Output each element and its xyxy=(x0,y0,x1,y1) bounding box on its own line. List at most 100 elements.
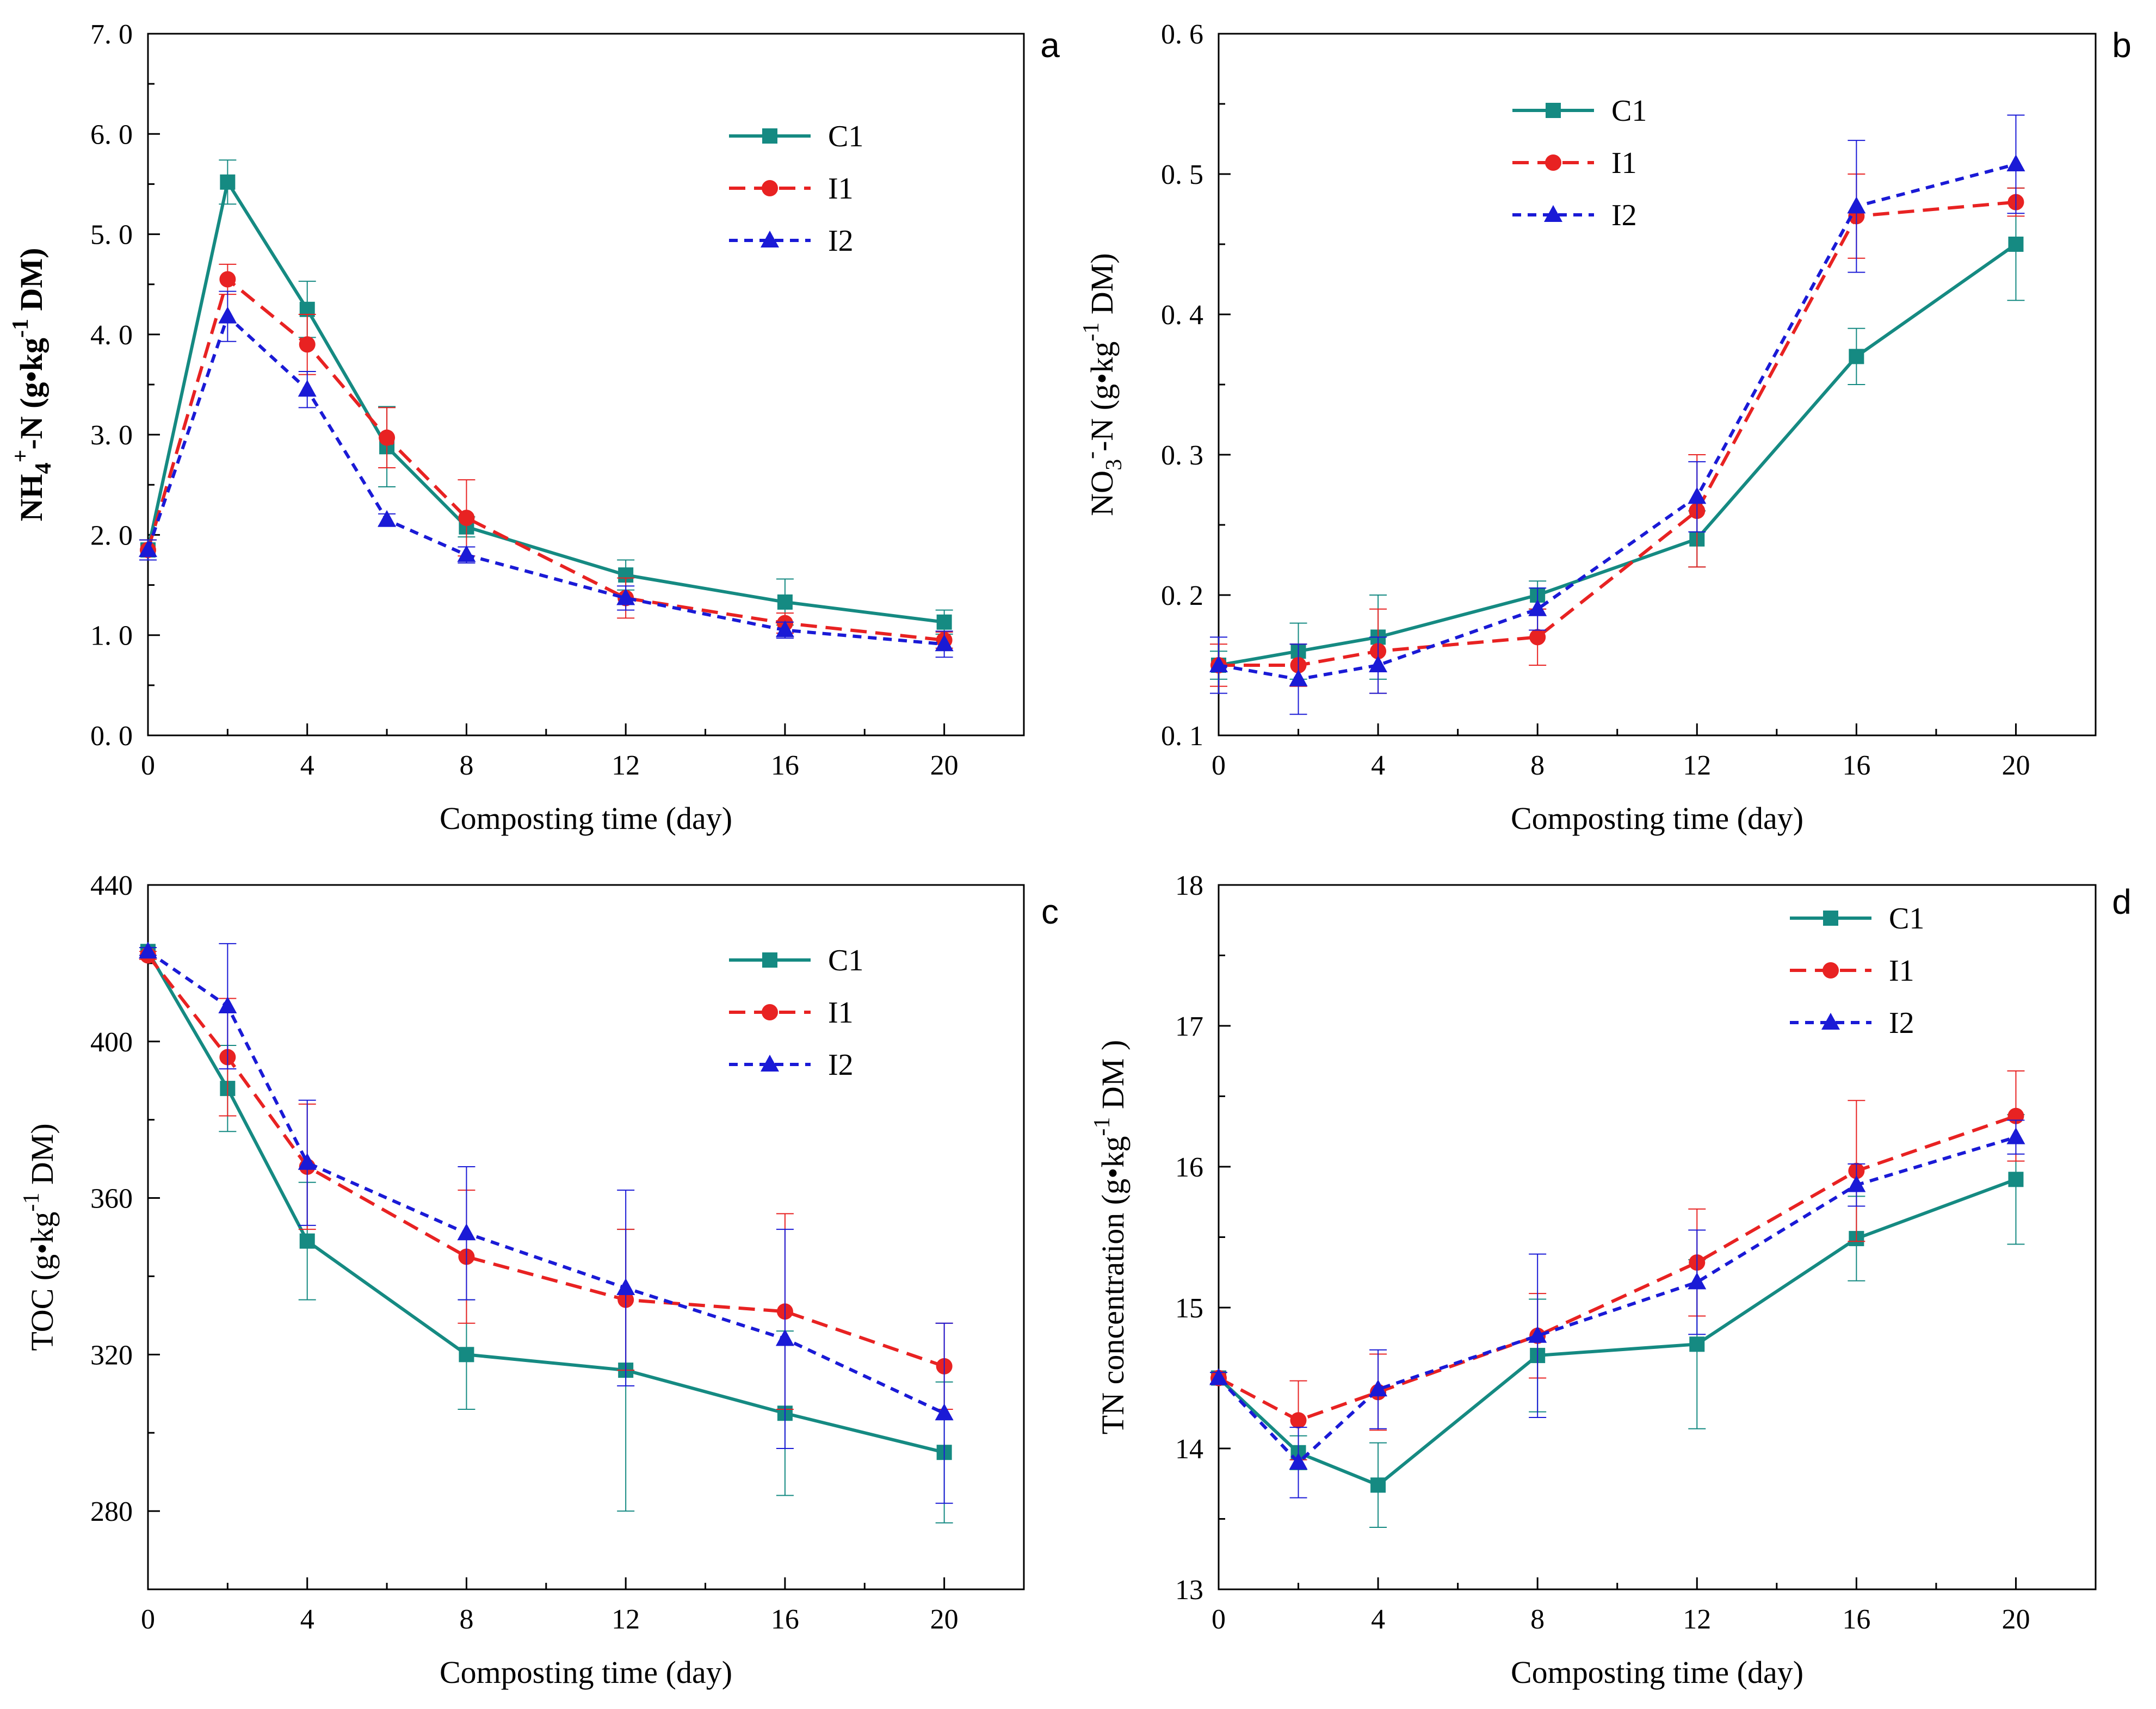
x-tick-label: 8 xyxy=(1530,750,1545,781)
series-line xyxy=(146,313,944,646)
data-point xyxy=(1688,1272,1707,1290)
data-point xyxy=(299,1233,315,1249)
series-line xyxy=(1218,163,2017,681)
x-axis-label: Composting time (day) xyxy=(440,1655,732,1690)
x-tick-label: 0 xyxy=(1212,750,1226,781)
x-tick-label: 16 xyxy=(771,1604,799,1635)
series-line xyxy=(146,954,945,1368)
x-tick-label: 12 xyxy=(611,1604,640,1635)
legend-label: I1 xyxy=(828,996,854,1030)
data-point xyxy=(935,634,954,652)
data-point xyxy=(935,1403,954,1421)
data-point xyxy=(379,429,396,446)
data-point xyxy=(1289,669,1308,686)
x-tick-label: 0 xyxy=(1212,1604,1226,1635)
data-point xyxy=(1688,487,1707,504)
x-tick-label: 16 xyxy=(1842,1604,1870,1635)
series-line xyxy=(1217,1178,2017,1487)
x-tick-label: 20 xyxy=(2001,1604,2030,1635)
x-tick-label: 20 xyxy=(2001,750,2030,781)
y-tick-label: 6. 0 xyxy=(90,119,133,150)
legend-marker xyxy=(1545,154,1561,171)
data-point xyxy=(616,1278,635,1296)
panel-letter: d xyxy=(2112,882,2132,921)
series-line xyxy=(146,177,945,624)
legend-marker xyxy=(761,231,779,247)
plot-frame xyxy=(147,33,1025,736)
y-tick-label: 15 xyxy=(1175,1293,1203,1324)
y-axis-label: NO3--N (g•kg-1 DM) xyxy=(1079,253,1127,516)
data-point xyxy=(139,540,157,558)
chart-panel-a: 0 4 8 12 16 20 0. 0 1. 0 2. 0 3. 0 4. 0 5. 0 6. 0 7. … xyxy=(8,19,1060,836)
data-point xyxy=(298,1153,317,1170)
data-point xyxy=(219,271,236,288)
y-tick-label: 360 xyxy=(90,1184,133,1215)
x-tick-label: 4 xyxy=(1371,750,1385,781)
x-tick-label: 4 xyxy=(1371,1604,1385,1635)
series-c1 xyxy=(1210,187,2025,680)
y-tick-label: 0. 3 xyxy=(1161,440,1203,471)
x-tick-label: 12 xyxy=(1683,750,1711,781)
legend: C1 I1 I2 xyxy=(729,944,863,1082)
y-tick-label: 0. 4 xyxy=(1161,300,1203,331)
plot-frame xyxy=(1218,884,2097,1590)
series-i2 xyxy=(139,942,954,1504)
x-tick-label: 4 xyxy=(300,1604,314,1635)
data-point xyxy=(2006,154,2025,171)
data-point xyxy=(218,996,237,1014)
y-axis-label: TN concentration (g•kg-1 DM ) xyxy=(1090,1040,1130,1434)
y-tick-label: 17 xyxy=(1175,1011,1203,1042)
y-tick-label: 0. 0 xyxy=(90,721,133,752)
data-point xyxy=(1689,1336,1705,1352)
y-tick-label: 14 xyxy=(1175,1434,1203,1465)
data-point xyxy=(1290,1412,1307,1429)
data-point xyxy=(1369,655,1388,672)
y-tick-label: 1. 0 xyxy=(90,621,133,652)
legend: C1 I1 I2 xyxy=(729,120,863,258)
data-point xyxy=(2008,1172,2024,1187)
legend-marker xyxy=(762,180,778,196)
series-i2 xyxy=(139,290,954,658)
data-point xyxy=(458,510,475,527)
x-tick-label: 8 xyxy=(1530,1604,1545,1635)
x-tick-label: 8 xyxy=(459,1604,473,1635)
x-axis-label: Composting time (day) xyxy=(1511,1655,1803,1690)
y-tick-label: 0. 5 xyxy=(1161,159,1203,190)
data-point xyxy=(1847,1175,1866,1192)
data-point xyxy=(1529,629,1546,646)
chart-panel-c: 0 4 8 12 16 20 280 320 360 400 440 Composting time … xyxy=(19,870,1059,1690)
legend-marker xyxy=(762,952,777,968)
data-point xyxy=(775,620,794,637)
x-tick-label: 20 xyxy=(930,1604,959,1635)
y-tick-label: 5. 0 xyxy=(90,220,133,251)
data-point xyxy=(1847,196,1866,214)
series-line xyxy=(1218,243,2017,667)
data-point xyxy=(459,1347,474,1363)
x-tick-label: 16 xyxy=(1842,750,1870,781)
y-tick-label: 3. 0 xyxy=(90,420,133,451)
y-tick-label: 400 xyxy=(90,1027,133,1058)
legend-label: C1 xyxy=(828,120,863,153)
plot-frame xyxy=(1218,33,2097,736)
x-tick-label: 16 xyxy=(771,750,799,781)
legend-marker xyxy=(1821,1013,1840,1030)
y-tick-label: 16 xyxy=(1175,1152,1203,1183)
data-point xyxy=(1849,349,1864,364)
legend: C1 I1 I2 xyxy=(1512,94,1647,232)
data-point xyxy=(378,510,397,527)
legend-label: C1 xyxy=(1611,94,1647,128)
data-point xyxy=(218,306,237,324)
y-tick-label: 440 xyxy=(90,870,133,901)
series-line xyxy=(1219,200,2016,667)
y-tick-label: 7. 0 xyxy=(90,19,133,50)
data-point xyxy=(1209,655,1228,672)
legend-label: C1 xyxy=(828,944,863,977)
data-point xyxy=(139,942,157,959)
series-i2 xyxy=(1209,1119,2025,1499)
data-point xyxy=(299,336,316,353)
data-point xyxy=(457,1223,476,1241)
x-tick-label: 12 xyxy=(611,750,640,781)
data-point xyxy=(1289,1452,1308,1470)
legend-marker xyxy=(1823,962,1839,979)
